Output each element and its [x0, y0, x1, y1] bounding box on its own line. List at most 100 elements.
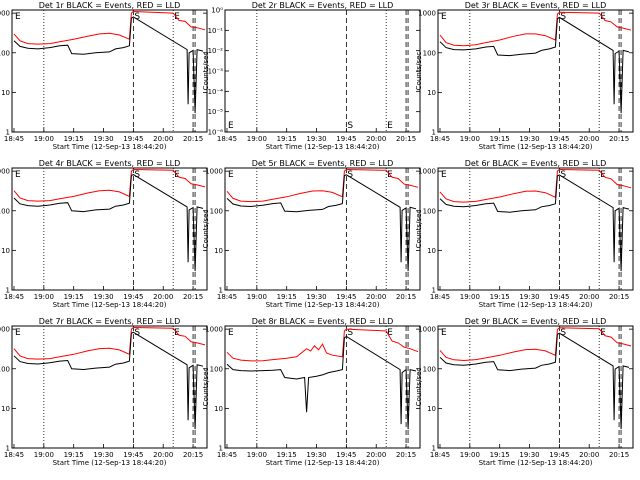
x-tick-label: 20:00 [366, 451, 386, 459]
y-tick-label: 100 [0, 365, 10, 373]
x-tick-label: 19:30 [306, 451, 326, 459]
chart-title: Det 3r BLACK = Events, RED = LLD [465, 1, 607, 10]
y-tick-label: 10 [1, 405, 10, 413]
y-tick-label: 1000 [205, 326, 223, 334]
time-marker-e: E [387, 328, 393, 338]
black-series-line [226, 174, 417, 272]
x-tick-label: 19:30 [306, 135, 326, 143]
x-axis-label: Start Time (12-Sep-13 18:44:20) [266, 459, 380, 467]
x-tick-label: 20:00 [366, 135, 386, 143]
y-tick-label: 100 [423, 365, 436, 373]
black-series-line [439, 332, 630, 430]
x-tick-label: 20:15 [183, 451, 203, 459]
y-tick-label: 100 [0, 207, 10, 215]
chart-panel-2: Det 2r BLACK = Events, RED = LLD 10⁻⁶ 10⁻⁵… [202, 1, 421, 151]
x-tick-label: 20:15 [183, 293, 203, 301]
x-tick-label: 19:00 [247, 135, 267, 143]
y-axis-label: Counts/sec [202, 52, 210, 91]
chart-title: Det 5r BLACK = Events, RED = LLD [252, 159, 394, 168]
time-marker-e: E [228, 328, 234, 338]
x-tick-label: 20:00 [579, 293, 599, 301]
x-tick-label: 19:15 [277, 451, 297, 459]
x-tick-label: 19:45 [123, 293, 143, 301]
y-tick-label: 1 [6, 287, 10, 295]
x-tick-label: 18:45 [4, 293, 24, 301]
time-marker-e: E [387, 121, 393, 131]
time-marker-e: E [441, 328, 447, 338]
x-axis-label: Start Time (12-Sep-13 18:44:20) [479, 301, 593, 309]
x-axis-label: Start Time (12-Sep-13 18:44:20) [266, 301, 380, 309]
x-tick-label: 18:45 [217, 451, 237, 459]
chart-title: Det 8r BLACK = Events, RED = LLD [252, 317, 394, 326]
x-tick-label: 19:45 [123, 451, 143, 459]
x-axis-label: Start Time (12-Sep-13 18:44:20) [53, 459, 167, 467]
x-tick-label: 19:15 [490, 293, 510, 301]
chart-panel-8: Det 8r BLACK = Events, RED = LLD 1 10 100 10… [202, 317, 421, 467]
y-tick-label: 1 [6, 445, 10, 453]
time-marker-s: S [347, 170, 353, 180]
x-tick-label: 19:15 [64, 293, 84, 301]
y-axis-label: Counts/sec [202, 210, 210, 249]
x-tick-label: 18:45 [4, 135, 24, 143]
y-tick-label: 1000 [418, 168, 436, 176]
black-series-line [226, 335, 417, 430]
x-tick-label: 19:30 [93, 135, 113, 143]
y-tick-label: 10 [427, 89, 436, 97]
x-tick-label: 19:15 [490, 451, 510, 459]
time-marker-s: S [134, 12, 140, 22]
red-series-line [439, 168, 632, 203]
red-series-line [439, 327, 632, 362]
x-tick-label: 19:45 [336, 451, 356, 459]
x-tick-label: 19:30 [519, 451, 539, 459]
chart-title: Det 6r BLACK = Events, RED = LLD [465, 159, 607, 168]
plot-frame [11, 9, 208, 133]
y-axis-label: Counts/sec [202, 368, 210, 407]
time-marker-e: E [600, 12, 606, 22]
time-marker-e: E [228, 170, 234, 180]
black-series-line [439, 174, 630, 272]
x-tick-label: 20:15 [396, 451, 416, 459]
x-tick-label: 20:15 [183, 135, 203, 143]
x-axis-label: Start Time (12-Sep-13 18:44:20) [479, 143, 593, 151]
x-tick-label: 19:45 [549, 451, 569, 459]
chart-panel-9: Det 9r BLACK = Events, RED = LLD 1 10 100 10… [415, 317, 634, 467]
x-tick-label: 18:45 [217, 135, 237, 143]
x-tick-label: 19:00 [34, 135, 54, 143]
y-tick-label: 10⁻¹ [208, 27, 224, 35]
x-tick-label: 20:15 [609, 135, 629, 143]
y-tick-label: 100 [210, 365, 223, 373]
chart-panel-6: Det 6r BLACK = Events, RED = LLD 1 10 100 10… [415, 159, 634, 309]
y-tick-label: 10⁻⁵ [208, 108, 224, 116]
y-tick-label: 10 [1, 89, 10, 97]
y-tick-label: 1000 [418, 10, 436, 18]
y-tick-label: 10⁰ [211, 7, 223, 15]
y-tick-label: 1 [6, 129, 10, 137]
red-series-line [439, 11, 632, 47]
y-axis-label: Counts/sec [415, 52, 423, 91]
x-tick-label: 18:45 [4, 451, 24, 459]
x-tick-label: 19:00 [247, 293, 267, 301]
y-tick-label: 100 [423, 49, 436, 57]
x-tick-label: 18:45 [430, 135, 450, 143]
red-series-line [13, 326, 206, 360]
y-tick-label: 10 [1, 247, 10, 255]
black-series-line [13, 174, 204, 272]
x-tick-label: 19:00 [460, 135, 480, 143]
y-tick-label: 10⁻² [208, 47, 224, 55]
time-marker-s: S [560, 12, 566, 22]
plot-frame [437, 167, 634, 291]
x-tick-label: 19:45 [336, 293, 356, 301]
y-tick-label: 1000 [0, 10, 10, 18]
plot-frame [437, 325, 634, 449]
x-tick-label: 19:30 [306, 293, 326, 301]
chart-panel-3: Det 3r BLACK = Events, RED = LLD 1 10 100 10… [415, 1, 634, 151]
y-tick-label: 10 [214, 405, 223, 413]
x-tick-label: 19:00 [460, 293, 480, 301]
x-tick-label: 20:00 [153, 293, 173, 301]
x-tick-label: 19:00 [247, 451, 267, 459]
x-axis-label: Start Time (12-Sep-13 18:44:20) [266, 143, 380, 151]
time-marker-e: E [441, 12, 447, 22]
y-tick-label: 1 [432, 129, 436, 137]
y-tick-label: 1 [432, 287, 436, 295]
y-tick-label: 1000 [0, 168, 10, 176]
